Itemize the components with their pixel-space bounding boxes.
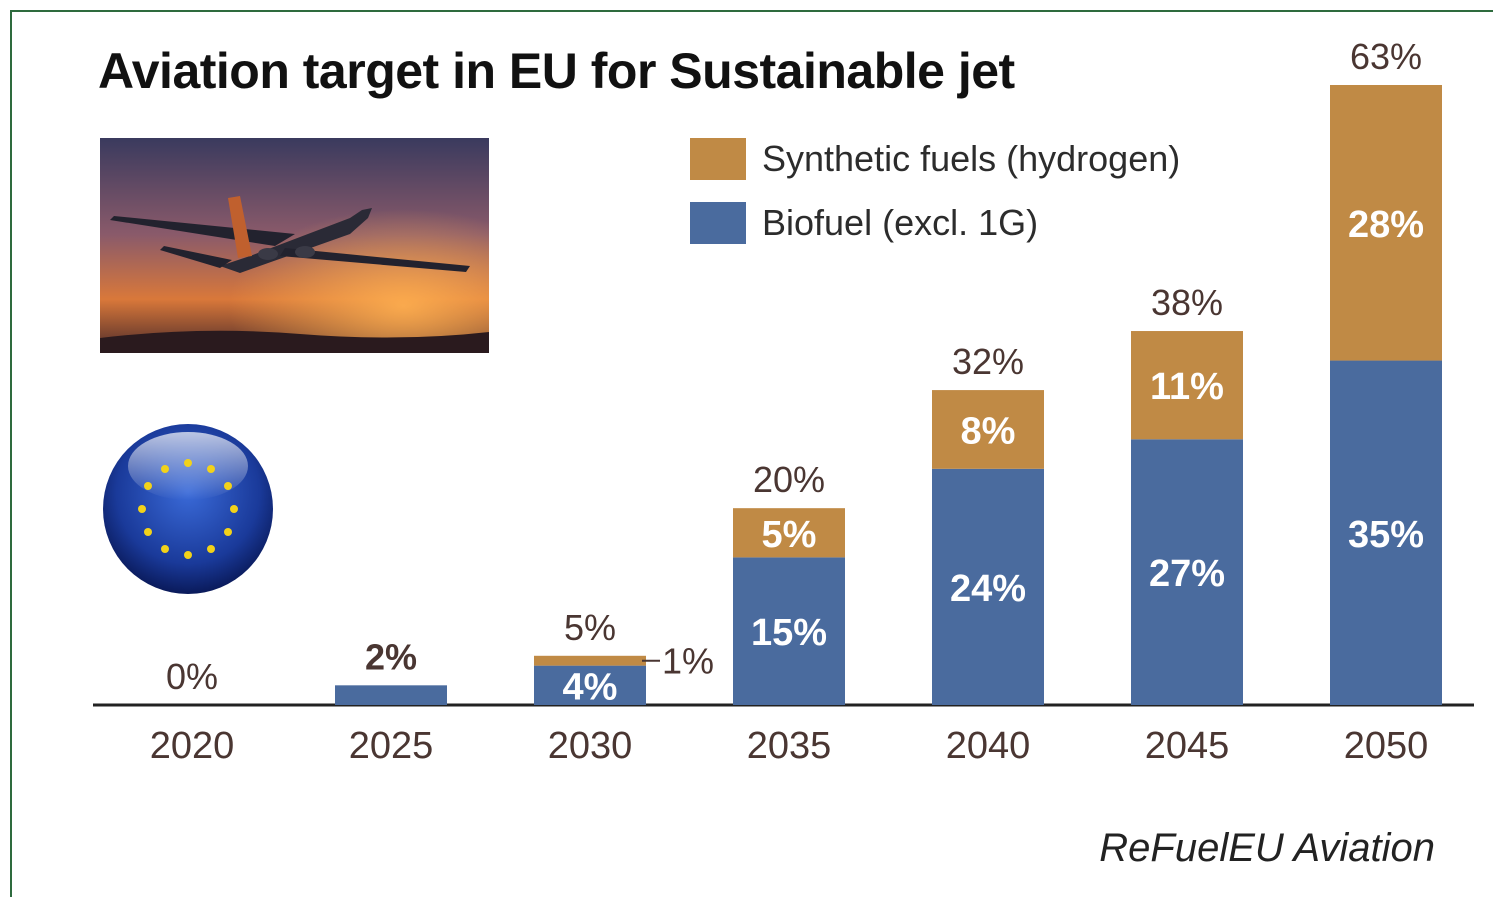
bar-synthetic-2050 [1330, 85, 1442, 361]
data-label-biofuel-2045: 27% [1149, 553, 1225, 595]
data-label-synthetic-2030: 1% [662, 641, 714, 682]
data-label-biofuel-2035: 15% [751, 612, 827, 654]
total-label-2025: 2% [365, 636, 417, 677]
bar-synthetic-2045 [1131, 331, 1243, 440]
x-tick-label-2020: 2020 [150, 725, 235, 767]
x-tick-label-2045: 2045 [1145, 725, 1230, 767]
bar-biofuel-2050 [1330, 360, 1442, 705]
legend-swatch-synthetic [690, 138, 746, 180]
bar-synthetic-2030 [534, 655, 646, 666]
frame-top-border [10, 10, 1493, 12]
x-tick-label-2030: 2030 [548, 725, 633, 767]
bar-synthetic-2035 [733, 508, 845, 558]
airplane-icon [100, 138, 489, 353]
data-label-biofuel-2050: 35% [1348, 514, 1424, 556]
x-tick-label-2040: 2040 [946, 725, 1031, 767]
source-caption: ReFuelEU Aviation [1099, 826, 1435, 870]
total-label-2030: 5% [564, 607, 616, 648]
frame-left-border [10, 10, 12, 897]
total-label-2050: 63% [1350, 36, 1422, 77]
x-tick-label-2025: 2025 [349, 725, 434, 767]
legend-label-biofuel: Biofuel (excl. 1G) [762, 202, 1039, 243]
data-label-biofuel-2030: 4% [563, 666, 618, 708]
eu-flag-emblem [100, 420, 276, 598]
bar-biofuel-2040 [932, 468, 1044, 705]
x-tick-label-2035: 2035 [747, 725, 832, 767]
data-label-synthetic-2035: 5% [762, 514, 817, 556]
bar-biofuel-2030 [534, 665, 646, 705]
bar-synthetic-2040 [932, 390, 1044, 469]
bar-biofuel-2035 [733, 557, 845, 705]
legend-swatch-biofuel [690, 202, 746, 244]
bar-biofuel-2025 [335, 685, 447, 705]
data-label-biofuel-2040: 24% [950, 568, 1026, 610]
total-label-2020: 0% [166, 656, 218, 697]
data-label-synthetic-2045: 11% [1150, 366, 1224, 408]
chart-title: Aviation target in EU for Sustainable je… [98, 43, 1015, 99]
total-label-2045: 38% [1151, 282, 1223, 323]
eu-flag-icon [103, 424, 273, 594]
legend-label-synthetic: Synthetic fuels (hydrogen) [762, 138, 1181, 179]
data-label-synthetic-2050: 28% [1348, 204, 1424, 246]
airplane-sunset-photo [100, 138, 489, 353]
bar-biofuel-2045 [1131, 439, 1243, 705]
total-label-2035: 20% [753, 459, 825, 500]
data-label-synthetic-2040: 8% [961, 410, 1016, 452]
total-label-2040: 32% [952, 341, 1024, 382]
x-tick-label-2050: 2050 [1344, 725, 1429, 767]
